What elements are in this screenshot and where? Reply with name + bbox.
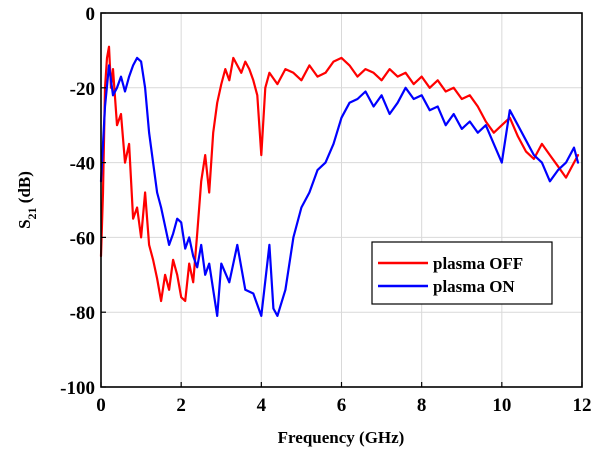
y-tick-label: -40 (70, 154, 95, 175)
legend-label-plasma-on: plasma ON (433, 277, 515, 296)
y-tick-label: -80 (70, 303, 95, 324)
x-tick-label: 4 (257, 395, 267, 416)
y-axis-title: S21 (dB) (15, 171, 39, 229)
series-line-plasma-on (99, 56, 580, 317)
x-tick-label: 12 (573, 395, 592, 416)
x-axis-title: Frequency (GHz) (278, 428, 405, 447)
x-tick-label: 2 (176, 395, 186, 416)
y-tick-label: -100 (60, 378, 95, 399)
y-axis-title-main: S (15, 219, 34, 228)
y-axis-title-sub: 21 (25, 207, 39, 219)
legend-box (371, 241, 553, 305)
y-tick-label: 0 (86, 4, 96, 25)
y-tick-label: -60 (70, 228, 95, 249)
x-tick-label: 6 (337, 395, 347, 416)
ticks: 0 2 4 6 8 10 12 0 -20 -40 -60 -80 -100 (60, 4, 591, 416)
x-tick-label: 10 (492, 395, 511, 416)
legend: plasma OFF plasma ON (371, 241, 553, 305)
series-line-plasma-off (99, 45, 580, 303)
x-tick-label: 0 (96, 395, 106, 416)
y-tick-label: -20 (70, 79, 95, 100)
series-layer (99, 45, 580, 317)
grid (101, 13, 582, 387)
legend-label-plasma-off: plasma OFF (433, 254, 523, 273)
x-tick-label: 8 (417, 395, 427, 416)
y-axis-title-unit: (dB) (15, 171, 34, 207)
